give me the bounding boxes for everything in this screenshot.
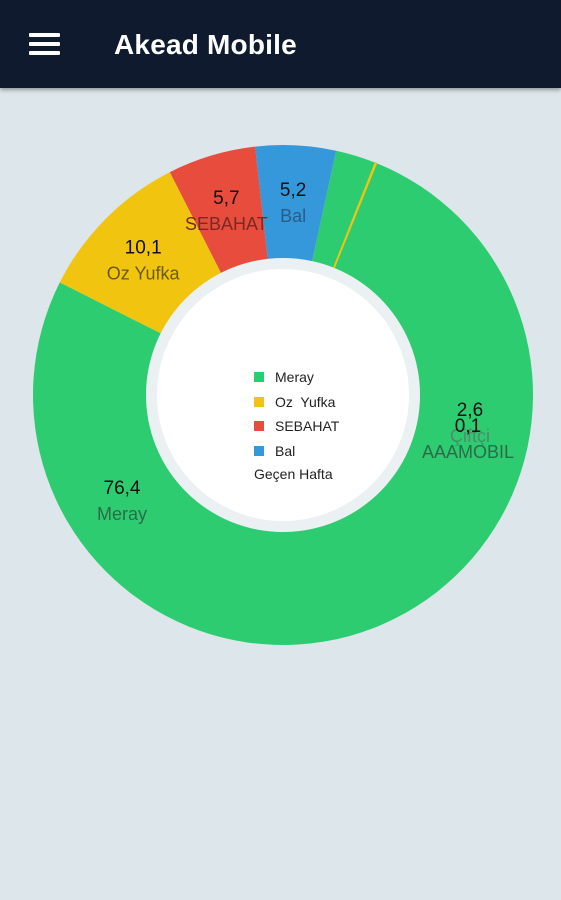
legend-label: Meray bbox=[275, 369, 314, 386]
legend-label: Bal bbox=[275, 442, 296, 459]
legend-swatch bbox=[254, 396, 264, 407]
slice-value-label: 76,4 bbox=[104, 478, 141, 499]
chart-legend: Meray Oz Yufka SEBAHAT Bal bbox=[254, 365, 339, 463]
slice-value-label: 5,7 bbox=[213, 188, 239, 209]
slice-value-label: 2,6 bbox=[457, 400, 483, 421]
donut-slice[interactable] bbox=[32, 163, 533, 645]
slice-name-label: Meray bbox=[97, 504, 147, 524]
legend-item[interactable]: Oz Yufka bbox=[254, 390, 339, 415]
slice-name-label: Çiftçi bbox=[450, 426, 490, 446]
donut-chart[interactable]: 76,4 Meray 10,1 Oz Yufka 5,7 SEBAHAT 5,2 Bal 2,6… bbox=[0, 88, 561, 900]
legend-swatch bbox=[254, 421, 264, 432]
slice-name-label: AAAMOBIL bbox=[422, 442, 514, 462]
donut-slice[interactable] bbox=[169, 146, 268, 273]
legend-swatch bbox=[254, 372, 264, 383]
app-title: Akead Mobile bbox=[114, 29, 297, 60]
donut-hole bbox=[157, 269, 409, 521]
donut-slice[interactable] bbox=[255, 145, 337, 262]
hamburger-menu-icon[interactable] bbox=[18, 22, 70, 66]
donut-slice[interactable] bbox=[312, 150, 376, 268]
legend-swatch bbox=[254, 445, 264, 456]
slice-value-label: 5,2 bbox=[280, 180, 306, 201]
toolbar: Akead Mobile bbox=[0, 0, 561, 88]
slice-name-label: Oz Yufka bbox=[107, 264, 181, 284]
donut-chart-area: 76,4 Meray 10,1 Oz Yufka 5,7 SEBAHAT 5,2 Bal 2,6… bbox=[0, 88, 561, 900]
slice-value-label: 10,1 bbox=[125, 238, 162, 259]
donut-slice[interactable] bbox=[332, 161, 378, 269]
legend-item[interactable]: SEBAHAT bbox=[254, 414, 339, 439]
slice-value-label: 0,1 bbox=[455, 416, 481, 437]
slice-name-label: Bal bbox=[280, 206, 306, 226]
slice-name-label: SEBAHAT bbox=[185, 214, 268, 234]
legend-label: Oz Yufka bbox=[275, 393, 336, 410]
donut-slice[interactable] bbox=[59, 172, 221, 334]
legend-label: SEBAHAT bbox=[275, 418, 340, 435]
legend-item[interactable]: Bal bbox=[254, 439, 339, 464]
chart-center-caption: Geçen Hafta bbox=[254, 466, 333, 482]
legend-item[interactable]: Meray bbox=[254, 365, 339, 390]
